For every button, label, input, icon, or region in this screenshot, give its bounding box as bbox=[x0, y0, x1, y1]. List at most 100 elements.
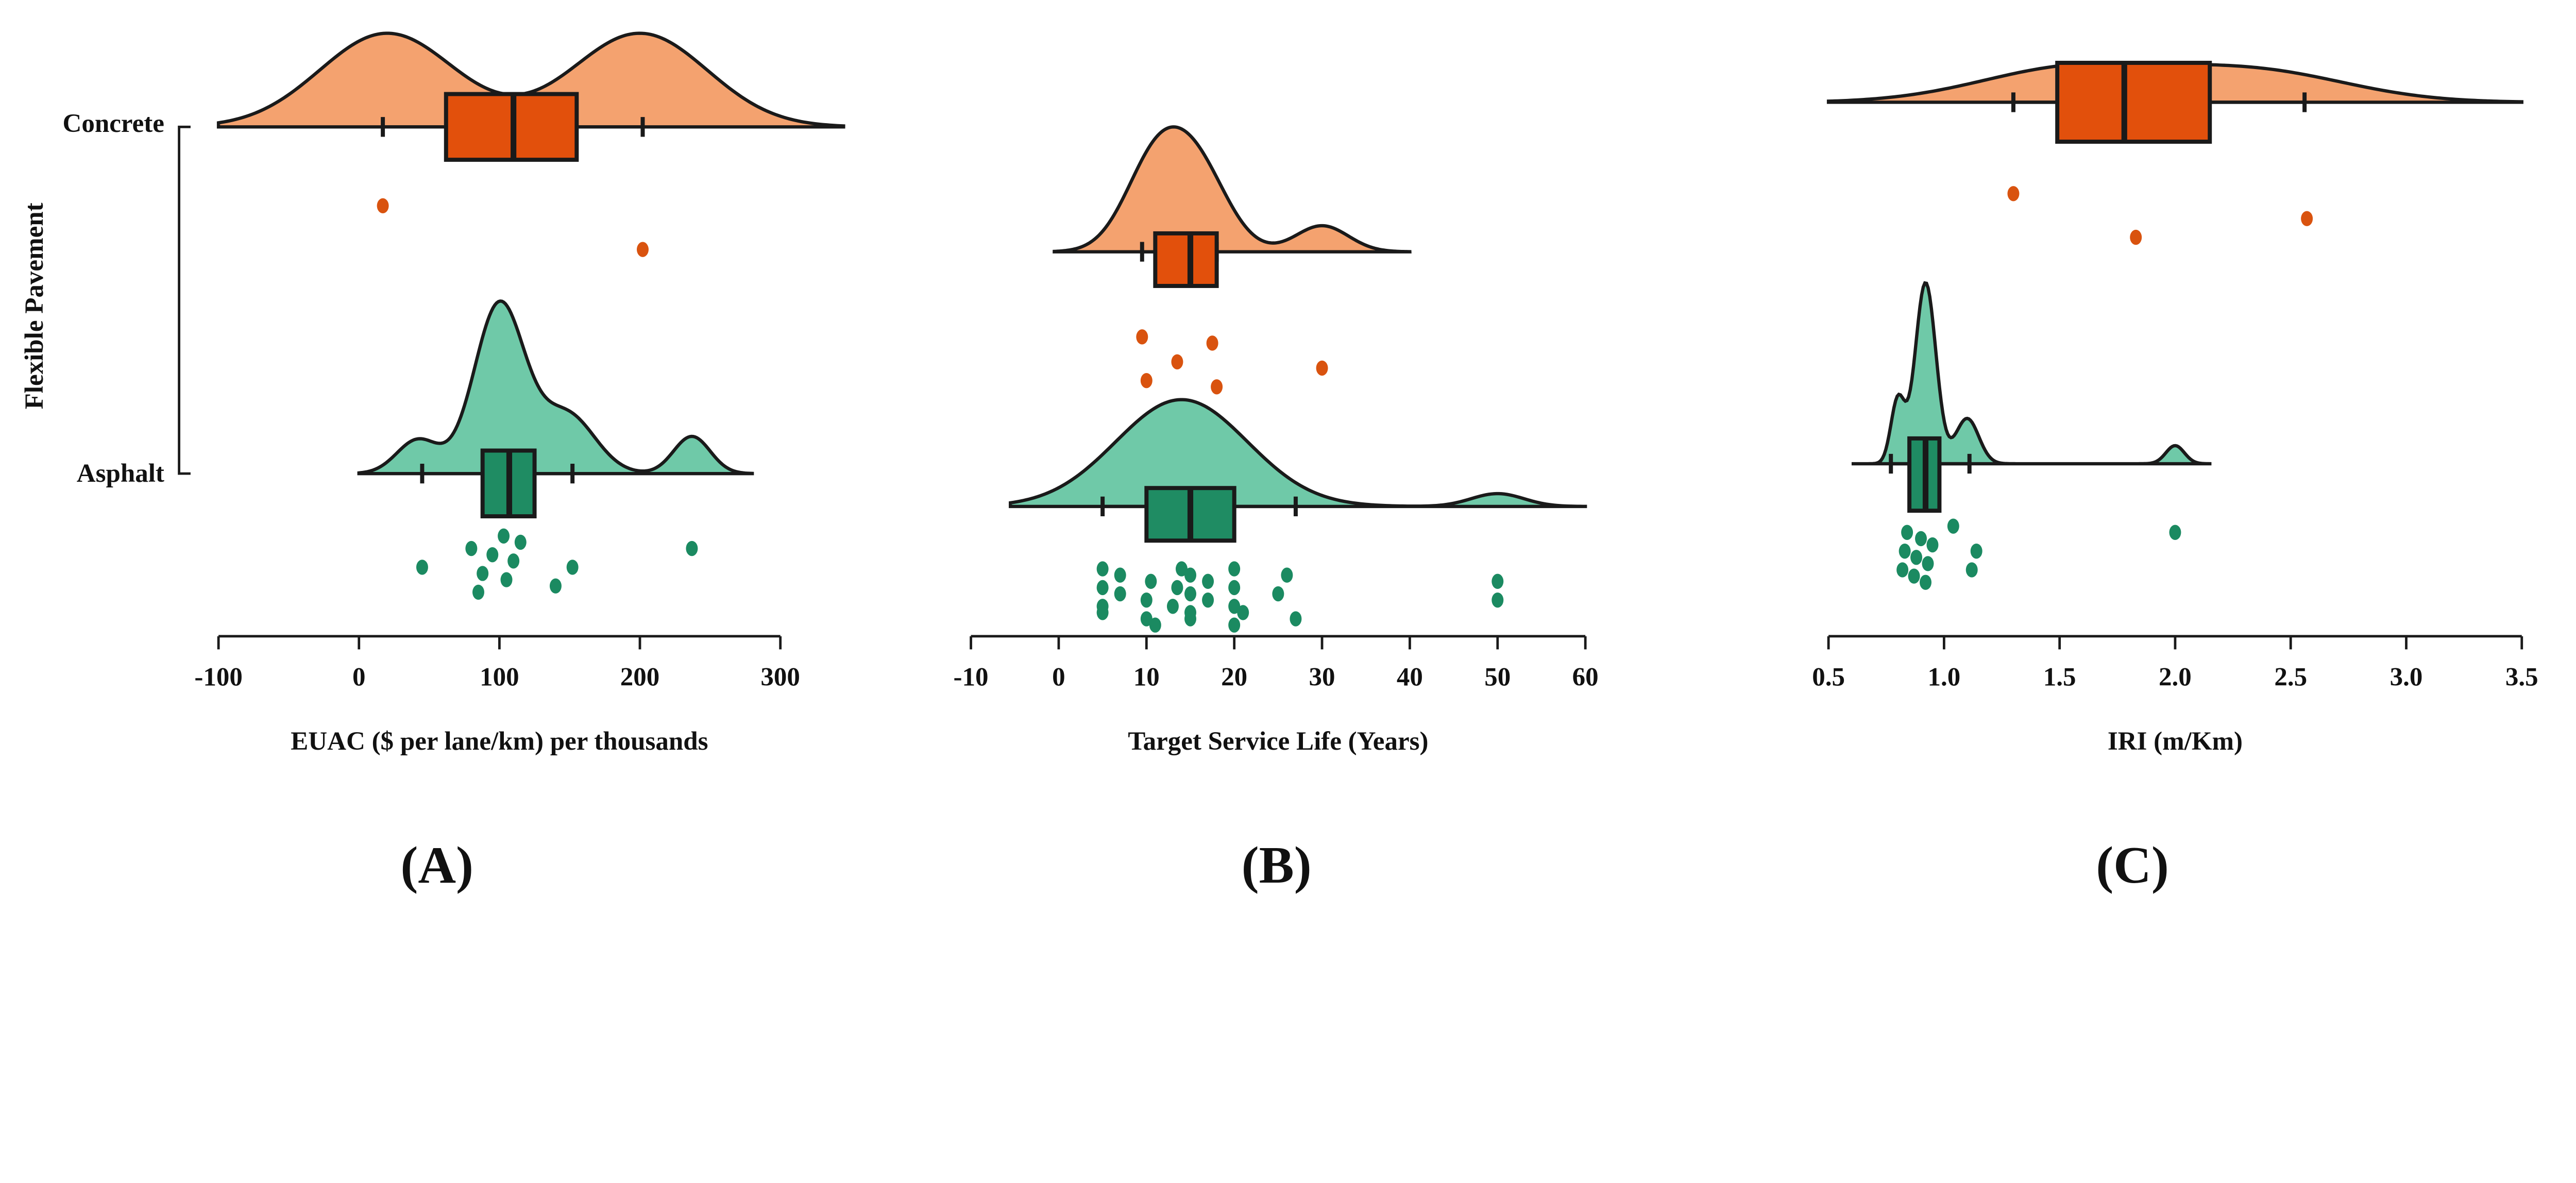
data-point-asphalt bbox=[500, 572, 513, 587]
data-point-asphalt bbox=[1114, 586, 1126, 602]
x-axis: -10 0 10 20 30 40 50 60 bbox=[954, 635, 1599, 691]
data-point-asphalt bbox=[1492, 593, 1504, 608]
x-tick-label: 2.5 bbox=[2274, 663, 2307, 691]
x-tick-label: 40 bbox=[1397, 663, 1423, 691]
data-point-concrete bbox=[1206, 335, 1218, 351]
x-axis-title: IRI (m/Km) bbox=[2108, 727, 2243, 756]
data-point-asphalt bbox=[1272, 586, 1284, 602]
data-point-asphalt bbox=[1184, 611, 1196, 627]
raincloud-figure: Flexible Pavement Concrete Asphalt -10 0 0… bbox=[20, 31, 2538, 894]
x-tick-label: 3.5 bbox=[2505, 663, 2538, 691]
density-concrete bbox=[216, 31, 845, 129]
panel-c: 0.5 1.0 1.5 2.0 2.5 3.0 3.5 IRI (m/Km) (C) bbox=[1812, 60, 2538, 894]
y-category-asphalt: Asphalt bbox=[77, 459, 164, 488]
data-point-asphalt bbox=[1149, 617, 1161, 633]
x-tick-label: 0.5 bbox=[1812, 663, 1845, 691]
group-asphalt bbox=[1009, 398, 1587, 633]
x-tick-label: 0 bbox=[1052, 663, 1065, 691]
density-asphalt bbox=[1009, 398, 1587, 509]
data-point-asphalt bbox=[1175, 561, 1188, 577]
data-point-asphalt bbox=[1915, 531, 1927, 547]
x-tick-label: 10 bbox=[1133, 663, 1160, 691]
panel-label: (C) bbox=[2096, 836, 2169, 894]
data-point-concrete bbox=[1136, 329, 1148, 345]
density-asphalt bbox=[1851, 281, 2212, 466]
group-asphalt bbox=[357, 299, 754, 600]
data-point-asphalt bbox=[1228, 580, 1241, 596]
data-point-concrete bbox=[1211, 379, 1223, 395]
data-point-asphalt bbox=[1899, 543, 1911, 559]
x-axis: 0.5 1.0 1.5 2.0 2.5 3.0 3.5 bbox=[1812, 635, 2538, 691]
data-point-asphalt bbox=[1922, 556, 1934, 571]
data-point-asphalt bbox=[1096, 561, 1109, 577]
data-point-asphalt bbox=[1145, 573, 1157, 589]
data-point-asphalt bbox=[1908, 568, 1920, 584]
data-point-concrete bbox=[1140, 373, 1153, 388]
group-concrete bbox=[1053, 125, 1412, 395]
x-tick-label: 50 bbox=[1484, 663, 1511, 691]
data-point-asphalt bbox=[1926, 537, 1939, 553]
x-tick-label: 0 bbox=[352, 663, 366, 691]
data-point-concrete bbox=[1171, 354, 1183, 369]
data-point-asphalt bbox=[1184, 586, 1196, 602]
panel-label: (B) bbox=[1242, 836, 1312, 894]
x-tick-label: 200 bbox=[620, 663, 660, 691]
data-point-concrete bbox=[637, 242, 649, 257]
data-point-asphalt bbox=[1184, 567, 1196, 583]
data-point-asphalt bbox=[472, 584, 484, 600]
x-tick-label: 300 bbox=[760, 663, 800, 691]
data-point-asphalt bbox=[1492, 573, 1504, 589]
box-concrete bbox=[1153, 231, 1219, 288]
density-asphalt bbox=[357, 299, 754, 476]
panel-a: -100 0 100 200 300 EUAC ($ per lane/km) per t… bbox=[194, 31, 845, 894]
data-point-asphalt bbox=[1228, 617, 1241, 633]
data-point-asphalt bbox=[1947, 518, 1959, 534]
data-point-asphalt bbox=[1290, 611, 1302, 627]
panel-label: (A) bbox=[400, 836, 473, 894]
data-point-asphalt bbox=[1096, 605, 1109, 620]
data-point-asphalt bbox=[549, 578, 562, 594]
x-axis-title: EUAC ($ per lane/km) per thousands bbox=[291, 727, 708, 756]
data-point-asphalt bbox=[1228, 599, 1241, 614]
data-point-asphalt bbox=[686, 540, 698, 556]
data-point-asphalt bbox=[1096, 580, 1109, 596]
y-axis-bracket bbox=[178, 125, 191, 475]
data-point-asphalt bbox=[1202, 593, 1214, 608]
data-point-asphalt bbox=[1281, 567, 1293, 583]
box-concrete bbox=[2055, 60, 2212, 144]
x-tick-label: 3.0 bbox=[2390, 663, 2423, 691]
x-axis: -100 0 100 200 300 bbox=[194, 635, 800, 691]
x-tick-label: 30 bbox=[1309, 663, 1335, 691]
data-point-asphalt bbox=[486, 547, 499, 563]
x-tick-label: -10 bbox=[954, 663, 989, 691]
x-tick-label: 1.0 bbox=[1927, 663, 1960, 691]
x-tick-label: 20 bbox=[1221, 663, 1247, 691]
data-point-asphalt bbox=[1896, 562, 1909, 578]
data-point-asphalt bbox=[465, 540, 478, 556]
data-point-asphalt bbox=[1171, 580, 1183, 596]
data-point-asphalt bbox=[1901, 525, 1913, 540]
panel-b: -10 0 10 20 30 40 50 60 Target Service Life (Yea… bbox=[954, 125, 1599, 894]
data-point-asphalt bbox=[1114, 567, 1126, 583]
data-point-concrete bbox=[2007, 186, 2020, 201]
group-concrete bbox=[1826, 60, 2523, 245]
data-point-asphalt bbox=[416, 560, 428, 575]
data-point-asphalt bbox=[1228, 561, 1241, 577]
data-point-asphalt bbox=[1166, 599, 1179, 614]
data-point-concrete bbox=[377, 198, 389, 214]
y-axis-title: Flexible Pavement bbox=[20, 202, 49, 409]
data-point-asphalt bbox=[507, 553, 520, 569]
data-point-asphalt bbox=[2169, 525, 2181, 540]
data-point-concrete bbox=[2301, 211, 2313, 226]
data-point-asphalt bbox=[514, 534, 527, 550]
group-asphalt bbox=[1851, 281, 2212, 590]
data-point-asphalt bbox=[1970, 543, 1982, 559]
density-concrete bbox=[1053, 125, 1412, 254]
data-point-asphalt bbox=[1965, 562, 1978, 578]
x-axis-title: Target Service Life (Years) bbox=[1128, 727, 1428, 756]
data-point-asphalt bbox=[1202, 573, 1214, 589]
data-point-asphalt bbox=[1920, 574, 1931, 590]
data-point-asphalt bbox=[477, 566, 489, 581]
y-axis: Flexible Pavement Concrete Asphalt bbox=[20, 109, 191, 488]
